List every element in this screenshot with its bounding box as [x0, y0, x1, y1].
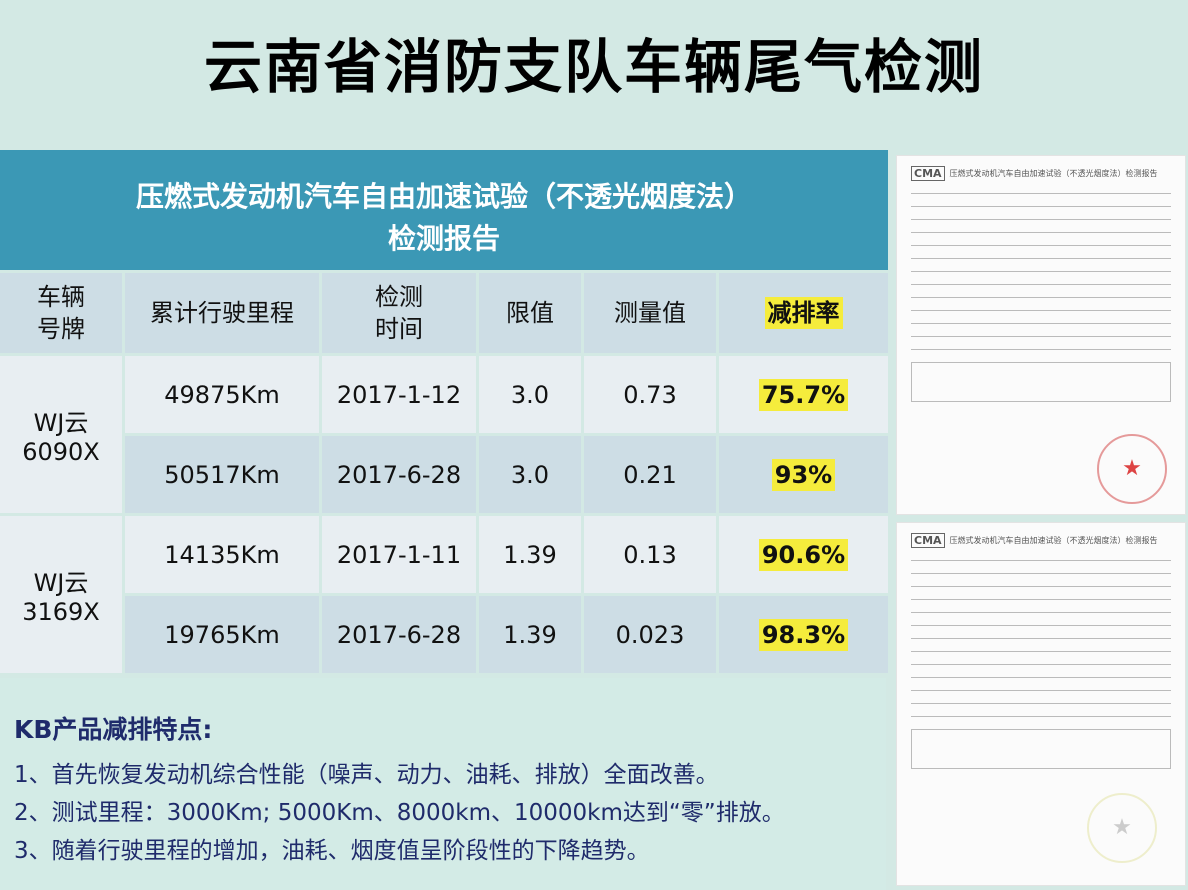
- rate-cell: 90.6%: [719, 516, 888, 593]
- page-title: 云南省消防支队车辆尾气检测: [203, 33, 984, 101]
- table-row: WJ云 6090X 49875Km 2017-1-12 3.0 0.73 75.…: [0, 356, 888, 513]
- time-cell: 2017-6-28: [322, 436, 476, 513]
- limit-cell: 1.39: [479, 516, 581, 593]
- banner-line-2: 检测报告: [387, 222, 500, 255]
- feature-item: 3、随着行驶里程的增加，油耗、烟度值呈阶段性的下降趋势。: [14, 838, 650, 864]
- header-measured: 测量值: [584, 273, 716, 353]
- report-title: 压燃式发动机汽车自由加速试验（不透光烟度法）检测报告: [949, 169, 1158, 178]
- red-seal-icon: ★: [1097, 434, 1167, 504]
- limit-cell: 1.39: [479, 596, 581, 673]
- table-banner: 压燃式发动机汽车自由加速试验（不透光烟度法） 检测报告: [0, 150, 888, 270]
- mileage-cell: 14135Km: [125, 516, 319, 593]
- limit-cell: 3.0: [479, 436, 581, 513]
- measured-cell: 0.21: [584, 436, 716, 513]
- header-row: 车辆号牌 累计行驶里程 检测时间 限值 测量值 减排率: [0, 273, 888, 353]
- limit-cell: 3.0: [479, 356, 581, 433]
- mileage-cell: 49875Km: [125, 356, 319, 433]
- mileage-cell: 50517Km: [125, 436, 319, 513]
- measured-cell: 0.023: [584, 596, 716, 673]
- rate-cell: 93%: [719, 436, 888, 513]
- plate-cell: WJ云 6090X: [0, 356, 122, 513]
- banner-line-1: 压燃式发动机汽车自由加速试验（不透光烟度法）: [135, 180, 752, 213]
- feature-item: 1、首先恢复发动机综合性能（噪声、动力、油耗、排放）全面改善。: [14, 762, 719, 788]
- header-limit: 限值: [479, 273, 581, 353]
- table-row: WJ云 3169X 14135Km 2017-1-11 1.39 0.13 90…: [0, 516, 888, 673]
- report-title: 压燃式发动机汽车自由加速试验（不透光烟度法）检测报告: [949, 536, 1158, 545]
- measured-cell: 0.13: [584, 516, 716, 593]
- time-cell: 2017-1-12: [322, 356, 476, 433]
- cma-logo: CMA: [911, 166, 945, 181]
- features-heading: KB产品减排特点:: [14, 715, 213, 744]
- plate-cell: WJ云 3169X: [0, 516, 122, 673]
- table-row: 19765Km 2017-6-28 1.39 0.023 98.3%: [0, 596, 888, 673]
- seal-icon: ★: [1087, 793, 1157, 863]
- test-report-scan-2: CMA 压燃式发动机汽车自由加速试验（不透光烟度法）检测报告 ★: [896, 522, 1186, 886]
- mileage-cell: 19765Km: [125, 596, 319, 673]
- table-row: 50517Km 2017-6-28 3.0 0.21 93%: [0, 436, 888, 513]
- header-time: 检测时间: [322, 273, 476, 353]
- time-cell: 2017-6-28: [322, 596, 476, 673]
- header-rate: 减排率: [719, 273, 888, 353]
- emission-test-table: 压燃式发动机汽车自由加速试验（不透光烟度法） 检测报告 车辆号牌 累计行驶里程 …: [0, 150, 888, 676]
- cma-logo: CMA: [911, 533, 945, 548]
- measured-cell: 0.73: [584, 356, 716, 433]
- test-report-scan-1: CMA 压燃式发动机汽车自由加速试验（不透光烟度法）检测报告 ★: [896, 155, 1186, 515]
- header-mileage: 累计行驶里程: [125, 273, 319, 353]
- header-plate: 车辆号牌: [0, 273, 122, 353]
- rate-cell: 98.3%: [719, 596, 888, 673]
- time-cell: 2017-1-11: [322, 516, 476, 593]
- rate-cell: 75.7%: [719, 356, 888, 433]
- features-panel: KB产品减排特点: 1、首先恢复发动机综合性能（噪声、动力、油耗、排放）全面改善…: [0, 678, 886, 890]
- feature-item: 2、测试里程：3000Km; 5000Km、8000km、10000km达到“零…: [14, 800, 785, 826]
